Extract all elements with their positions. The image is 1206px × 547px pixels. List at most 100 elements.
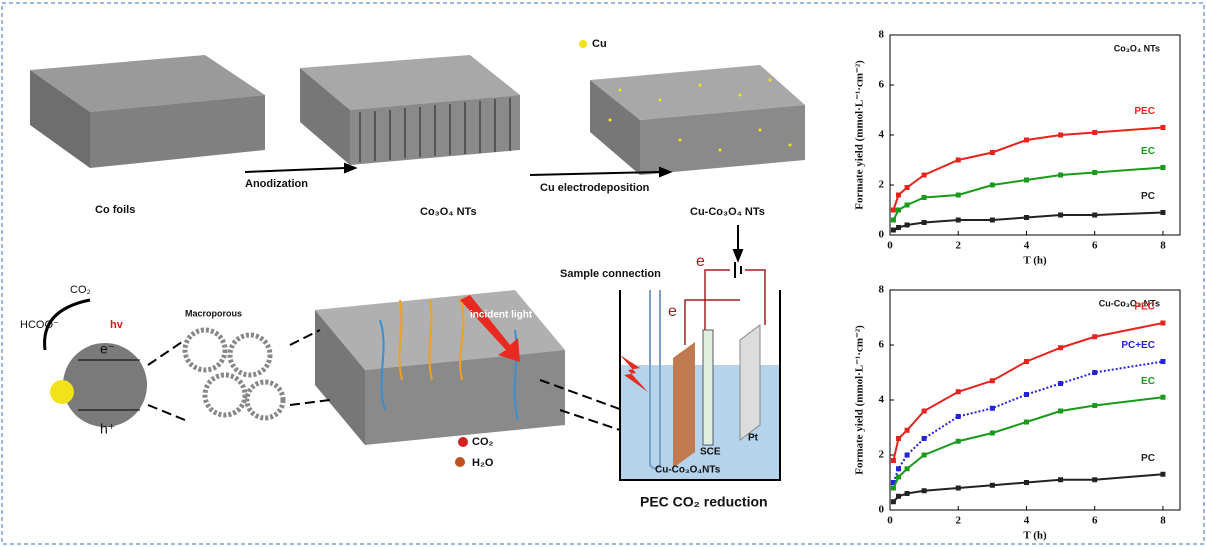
x-tick-label: 8 [1160,240,1166,252]
marker [1058,477,1063,482]
x-tick-label: 6 [1092,240,1098,252]
marker [905,428,910,433]
y-tick-label: 6 [879,339,885,351]
macropores [185,330,283,418]
series-label: EC [1141,146,1155,157]
x-axis-label: T (h) [1023,255,1047,267]
x-tick-label: 4 [1024,515,1030,527]
x-axis-label: T (h) [1023,530,1047,542]
label: Sample connection [560,268,661,280]
x-tick-label: 0 [887,240,893,252]
marker [1160,472,1165,477]
series-label: PC [1141,453,1155,464]
marker [990,431,995,436]
marker [905,185,910,190]
marker [1160,359,1165,364]
series-label: PC+EC [1121,340,1155,351]
x-tick-label: 2 [955,240,961,252]
marker [956,193,961,198]
marker [891,208,896,213]
y-tick-label: 4 [879,394,885,406]
marker [896,494,901,499]
marker [1160,210,1165,215]
marker [1024,480,1029,485]
label: h⁺ [100,421,115,437]
label: e⁻ [100,341,115,357]
marker [956,218,961,223]
marker [922,195,927,200]
marker [896,466,901,471]
label: Co foils [95,204,135,216]
cu-dot [579,40,587,48]
marker [922,409,927,414]
marker [896,475,901,480]
marker [922,488,927,493]
marker [1058,133,1063,138]
series-line [893,397,1163,488]
marker [922,220,927,225]
label: H₂O [472,457,494,469]
caption: PEC CO₂ reduction [640,494,768,510]
x-tick-label: 6 [1092,515,1098,527]
label: hv [110,319,124,331]
y-tick-label: 4 [879,129,885,141]
marker [1092,213,1097,218]
marker [1092,477,1097,482]
marker [990,378,995,383]
marker [1092,370,1097,375]
marker [891,499,896,504]
cu-particle [50,380,74,404]
label: incident light [470,310,533,321]
label: Cu-Co₃O₄ NTs [690,206,765,218]
label: CO₂ [70,284,91,296]
label: e [668,303,677,320]
marker [891,486,896,491]
label: Co₃O₄ NTs [420,206,477,218]
y-tick-label: 8 [879,284,885,296]
marker [891,228,896,233]
marker [956,486,961,491]
nt-block [300,55,520,165]
co-foil-block [30,55,265,168]
marker [1092,170,1097,175]
y-tick-label: 0 [879,504,885,516]
label: Cu [592,38,607,50]
marker [1160,165,1165,170]
marker [1160,395,1165,400]
marker [891,458,896,463]
marker [956,414,961,419]
figure: Co foils Anodization Co₃O₄ NTs Cu electr… [0,0,1206,547]
series-line [893,168,1163,221]
series-label: PC [1141,191,1155,202]
label: Pt [748,433,759,444]
marker [956,439,961,444]
marker [990,218,995,223]
label: Cu-Co₃O₄NTs [655,465,721,476]
marker [922,436,927,441]
marker [1024,138,1029,143]
series-label: EC [1141,376,1155,387]
marker [896,208,901,213]
marker [891,218,896,223]
series-line [893,474,1163,502]
marker [905,453,910,458]
label: CO₂ [472,436,494,448]
y-tick-label: 2 [879,179,885,191]
series-label: PEC [1134,106,1155,117]
x-tick-label: 8 [1160,515,1166,527]
plot-frame [890,35,1180,235]
label: SCE [700,447,721,458]
y-tick-label: 6 [879,79,885,91]
marker [1024,420,1029,425]
x-tick-label: 0 [887,515,893,527]
marker [1092,403,1097,408]
marker [1024,359,1029,364]
x-tick-label: 4 [1024,240,1030,252]
marker [1092,130,1097,135]
marker [1058,173,1063,178]
marker [1058,345,1063,350]
marker [1058,213,1063,218]
marker [896,225,901,230]
label: HCOO⁻ [20,319,59,331]
label: Cu electrodeposition [540,182,650,194]
